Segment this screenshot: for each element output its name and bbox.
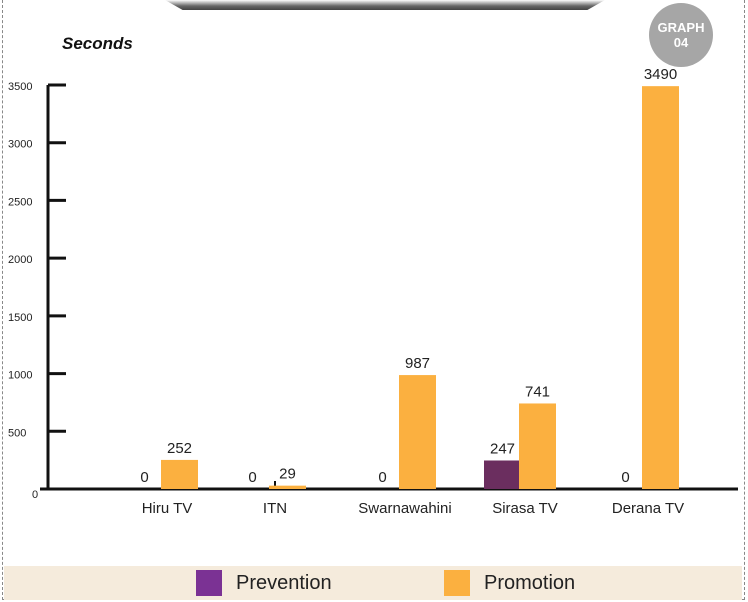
data-label-promotion: 741 — [525, 383, 550, 400]
bar-promotion — [161, 459, 198, 489]
bar-chart: 0 500 1000 1500 2000 2500 3000 3500 Hiru TV 0 252 I… — [8, 66, 738, 517]
x-tick-label: Swarnawahini — [358, 500, 451, 517]
graph-badge-label: GRAPH — [657, 20, 705, 35]
data-label-prevention: 0 — [248, 469, 256, 486]
legend-item-promotion: Promotion — [444, 570, 575, 596]
graph-number-badge: GRAPH 04 — [649, 3, 713, 67]
data-label-promotion: 3490 — [644, 66, 677, 83]
bar-promotion — [269, 485, 306, 489]
data-label-promotion: 987 — [405, 355, 430, 372]
legend: Prevention Promotion — [4, 566, 742, 600]
x-tick-label: Derana TV — [612, 500, 684, 517]
data-label-prevention: 0 — [140, 469, 148, 486]
y-tick-label: 1000 — [8, 370, 32, 382]
bar-prevention — [484, 460, 521, 489]
y-tick-label: 1500 — [8, 312, 32, 324]
header-decoration — [165, 0, 605, 10]
x-tick-label: Sirasa TV — [492, 500, 558, 517]
y-tick-label: 0 — [32, 489, 38, 501]
data-label-prevention: 0 — [621, 469, 629, 486]
y-tick-label: 3000 — [8, 139, 32, 151]
y-tick-label: 3500 — [8, 81, 32, 93]
legend-label-promotion: Promotion — [484, 571, 576, 594]
y-axis-unit-label: Seconds — [62, 34, 133, 53]
legend-item-prevention: Prevention — [196, 570, 332, 596]
data-label-prevention: 247 — [490, 440, 515, 457]
graph-badge-number: 04 — [673, 35, 689, 50]
data-label-prevention: 0 — [378, 469, 386, 486]
bar-promotion — [519, 403, 556, 489]
y-tick-label: 500 — [8, 427, 26, 439]
x-tick-label: ITN — [263, 500, 287, 517]
bar-promotion — [399, 375, 436, 489]
y-tick-label: 2000 — [8, 254, 32, 266]
x-tick-label: Hiru TV — [142, 500, 193, 517]
bar-promotion — [642, 86, 679, 489]
legend-swatch-promotion — [444, 570, 470, 596]
legend-swatch-prevention — [196, 570, 222, 596]
legend-label-prevention: Prevention — [236, 571, 332, 594]
y-tick-label: 2500 — [8, 196, 32, 208]
data-label-promotion: 252 — [167, 440, 192, 457]
data-label-promotion: 29 — [279, 466, 296, 483]
